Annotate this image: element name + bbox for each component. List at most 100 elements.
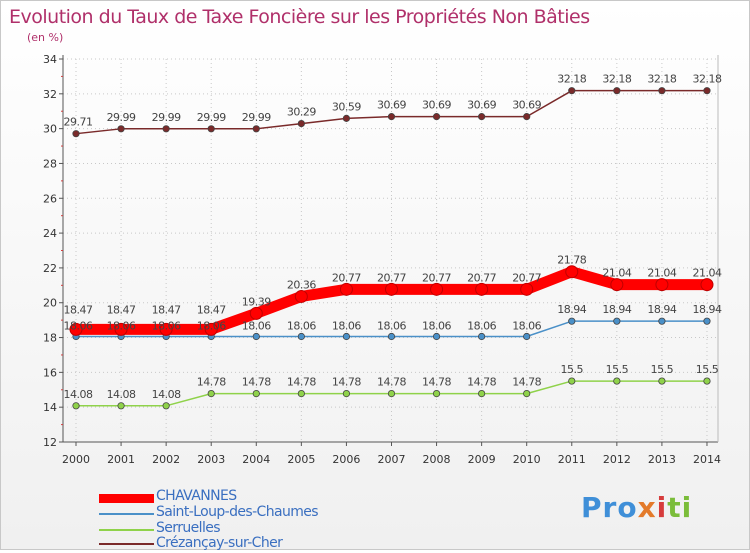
data-label: 14.78	[467, 376, 496, 389]
data-label: 15.5	[696, 363, 719, 376]
series-lines	[69, 87, 714, 410]
data-label: 32.18	[557, 73, 586, 86]
data-point-1	[703, 317, 711, 325]
data-point-0	[159, 322, 173, 336]
data-point-0	[655, 278, 669, 292]
data-label: 21.04	[692, 267, 721, 280]
x-tick-label: 2005	[287, 453, 315, 466]
y-tick-label: 28	[43, 157, 57, 170]
data-point-0	[114, 322, 128, 336]
data-point-3	[658, 87, 666, 95]
data-point-2	[478, 390, 486, 398]
data-label: 18.94	[602, 303, 631, 316]
data-point-2	[658, 377, 666, 385]
data-point-1	[387, 332, 396, 341]
data-label: 30.69	[422, 99, 451, 112]
data-labels: 18.47 18.47 18.47 18.47 19.39 20.36 20.77 20.77…	[64, 73, 723, 401]
data-label: 18.94	[557, 303, 586, 316]
data-label: 30.69	[512, 99, 541, 112]
data-label: 18.06	[422, 320, 451, 333]
data-label: 15.5	[651, 363, 674, 376]
data-point-3	[342, 114, 351, 122]
x-tick-label: 2006	[332, 453, 360, 466]
data-point-0	[430, 282, 444, 296]
y-tick-labels: 12 14 16 18 20 22 24 26 28 30 32 34	[43, 53, 57, 449]
data-label: 20.36	[287, 278, 316, 291]
data-label: 14.78	[377, 376, 406, 389]
data-label: 18.06	[512, 320, 541, 333]
data-point-3	[117, 125, 125, 133]
data-point-0	[610, 278, 624, 292]
data-label: 30.29	[287, 106, 316, 119]
legend-swatch-serruelles	[99, 529, 154, 531]
x-tick-label: 2008	[423, 453, 451, 466]
x-tick-label: 2000	[62, 453, 90, 466]
data-label: 18.47	[107, 303, 136, 316]
data-point-2	[703, 377, 711, 385]
data-point-1	[523, 332, 531, 341]
data-label: 20.77	[332, 271, 361, 284]
data-label: 15.5	[561, 363, 584, 376]
data-point-1	[478, 332, 486, 341]
data-point-0	[565, 265, 579, 279]
data-label: 29.71	[64, 116, 93, 129]
chart-title: Evolution du Taux de Taxe Foncière sur l…	[9, 6, 590, 28]
legend-swatch-saint-loup	[99, 513, 154, 515]
data-point-3	[387, 113, 396, 121]
data-label: 14.78	[242, 376, 271, 389]
data-label: 20.77	[467, 271, 496, 284]
x-tick-labels: 2000 2001 2002 2003 2004 2005 2006 2007 2008 2009…	[62, 453, 721, 466]
data-label: 30.69	[377, 99, 406, 112]
data-point-3	[72, 130, 80, 138]
data-label: 18.94	[692, 303, 721, 316]
data-point-2	[432, 390, 441, 398]
data-label: 30.69	[467, 99, 496, 112]
legend-label-chavannes: CHAVANNES	[156, 488, 237, 504]
data-point-2	[207, 390, 215, 398]
data-label: 32.18	[647, 73, 676, 86]
data-label: 32.18	[602, 73, 631, 86]
data-label: 20.77	[512, 271, 541, 284]
data-point-2	[523, 390, 531, 398]
data-label: 18.06	[197, 320, 226, 333]
y-tick-label: 18	[43, 332, 57, 345]
data-point-0	[520, 282, 534, 296]
data-label: 21.04	[602, 267, 631, 280]
data-point-0	[475, 282, 489, 296]
data-label: 18.47	[64, 303, 93, 316]
y-tick-label: 26	[43, 192, 57, 205]
data-point-1	[568, 317, 576, 325]
y-tick-label: 14	[43, 401, 57, 414]
data-label: 14.78	[332, 376, 361, 389]
data-label: 18.47	[152, 303, 181, 316]
data-label: 29.99	[107, 111, 136, 124]
data-point-1	[613, 317, 621, 325]
data-point-3	[162, 125, 170, 133]
x-tick-label: 2009	[468, 453, 496, 466]
data-label: 14.08	[107, 388, 136, 401]
y-tick-label: 24	[43, 227, 57, 240]
y-tick-label: 30	[43, 123, 57, 136]
data-point-2	[72, 402, 80, 410]
data-label: 21.04	[647, 267, 676, 280]
legend-label-crezancay: Crézançay-sur-Cher	[156, 535, 283, 551]
data-point-3	[703, 87, 711, 95]
data-point-3	[297, 119, 305, 128]
data-point-2	[342, 390, 351, 398]
x-tick-label: 2003	[197, 453, 225, 466]
data-label: 18.06	[64, 320, 93, 333]
y-tick-label: 22	[43, 262, 57, 275]
data-label: 15.5	[606, 363, 629, 376]
data-point-2	[387, 390, 396, 398]
y-tick-label: 34	[43, 53, 57, 66]
data-label: 29.99	[242, 111, 271, 124]
proxiti-logo: Proxiti	[581, 491, 693, 524]
data-point-1	[252, 332, 260, 341]
data-point-0	[249, 306, 263, 320]
data-point-0	[339, 282, 353, 296]
unit-label: (en %)	[27, 31, 64, 44]
data-label: 14.08	[152, 388, 181, 401]
data-point-0	[700, 278, 714, 292]
data-point-2	[613, 377, 621, 385]
